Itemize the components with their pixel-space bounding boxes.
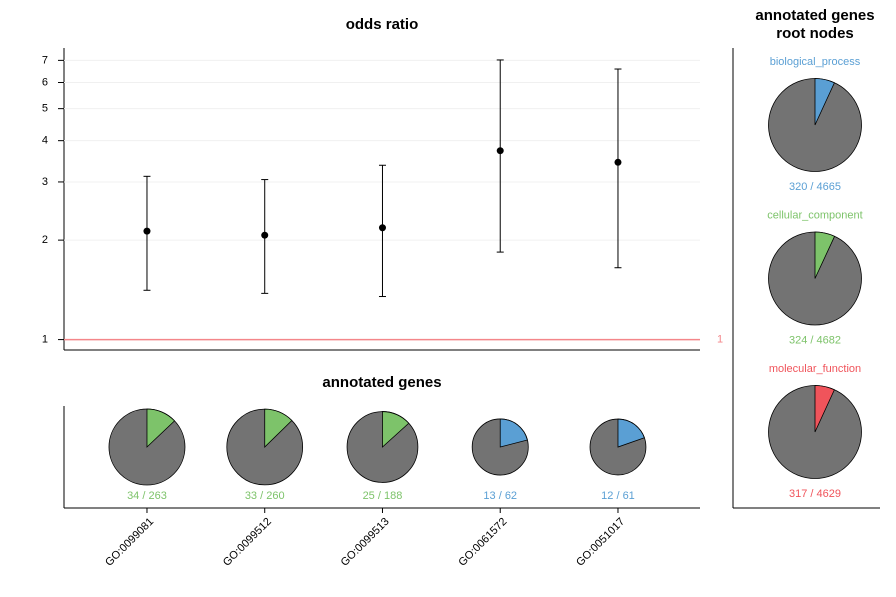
pie-label-part: 25: [363, 490, 375, 502]
pie-label-part: 4629: [817, 488, 841, 500]
pie-label-part: 12: [601, 490, 613, 502]
y-tick-label: 1: [42, 333, 48, 345]
pie-label-part: 263: [149, 490, 167, 502]
pie-slice: [814, 231, 836, 279]
pie-slice: [264, 408, 293, 448]
x-tick-label: GO:0099081: [103, 516, 156, 569]
pie-label-part: /: [260, 490, 264, 502]
pie-label: 320 / 4665: [789, 181, 841, 193]
point: [378, 224, 386, 232]
chart-title: annotated genes: [322, 374, 441, 391]
pie-name: molecular_function: [769, 363, 861, 375]
pie-label-part: 4682: [817, 334, 841, 346]
pie-label: 33 / 260: [245, 490, 285, 502]
point: [496, 147, 504, 155]
x-tick-label: GO:0051017: [574, 516, 627, 569]
pie-slice: [617, 418, 645, 448]
chart-title: odds ratio: [346, 16, 419, 33]
pie-name: biological_process: [770, 56, 861, 68]
point: [614, 158, 622, 166]
x-tick-label: GO:0099512: [221, 516, 274, 569]
pie-label-part: /: [810, 488, 814, 500]
pie-slice: [814, 385, 835, 433]
pie-label-part: 324: [789, 334, 807, 346]
pie-slice: [146, 408, 176, 448]
y-tick-label: 7: [42, 54, 48, 66]
pie-label-part: 33: [245, 490, 257, 502]
chart-title: root nodes: [776, 25, 854, 42]
x-tick-label: GO:0061572: [456, 516, 509, 569]
pie-label-part: 61: [623, 490, 635, 502]
pie-label-part: 4665: [817, 181, 841, 193]
y-tick-label: 3: [42, 176, 48, 188]
pie-label: 324 / 4682: [789, 334, 841, 346]
point: [261, 231, 269, 239]
pie-label: 12 / 61: [601, 490, 635, 502]
pie-label-part: 317: [789, 488, 807, 500]
pie-slice: [814, 78, 835, 126]
pie-label-part: 34: [127, 490, 139, 502]
pie-name: cellular_component: [767, 209, 862, 221]
pie-label-part: /: [616, 490, 620, 502]
pie-label-part: /: [499, 490, 503, 502]
point: [143, 227, 151, 235]
pie-label-part: /: [810, 334, 814, 346]
y-tick-label: 4: [42, 135, 48, 147]
pie-label-part: 13: [483, 490, 495, 502]
pie-label: 13 / 62: [483, 490, 517, 502]
pie-label-part: 188: [384, 490, 402, 502]
pie-label-part: 260: [266, 490, 284, 502]
pie-label-part: 62: [505, 490, 517, 502]
chart-title: annotated genes: [755, 7, 874, 24]
pie-label-part: 320: [789, 181, 807, 193]
pie-slice: [499, 418, 528, 448]
pie-slice: [382, 411, 410, 448]
pie-label-part: /: [810, 181, 814, 193]
pie-label-part: /: [378, 490, 382, 502]
pie-label: 317 / 4629: [789, 488, 841, 500]
y-tick-label: 5: [42, 103, 48, 115]
y-tick-label: 2: [42, 234, 48, 246]
reference-label: 1: [717, 333, 723, 345]
pie-label-part: /: [142, 490, 146, 502]
pie-label: 34 / 263: [127, 490, 167, 502]
x-tick-label: GO:0099513: [339, 516, 392, 569]
y-tick-label: 6: [42, 76, 48, 88]
pie-label: 25 / 188: [363, 490, 403, 502]
